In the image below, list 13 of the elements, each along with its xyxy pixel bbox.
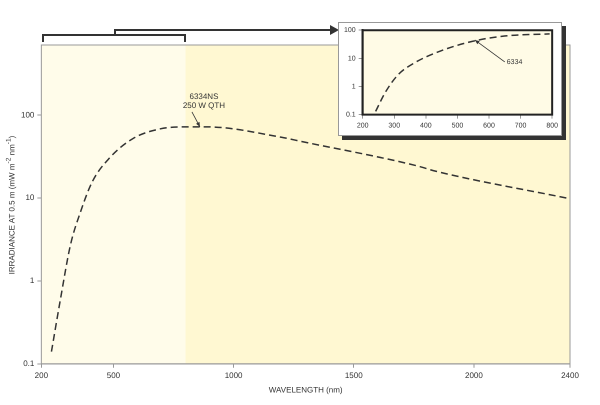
x-axis-title: WAVELENGTH (nm) [268, 385, 343, 394]
x-tick-label: 200 [34, 370, 49, 380]
x-tick-label: 500 [106, 370, 121, 380]
annotation: 6334NS 250 W QTH [182, 92, 226, 110]
y-tick-label: 0.1 [23, 359, 35, 368]
line-series [374, 33, 550, 112]
y-tick-label: 1 [30, 276, 35, 286]
y-tick-label: 10 [25, 193, 35, 202]
x-tick-label: 1000 [224, 370, 244, 380]
x-tick-label: 1500 [344, 370, 364, 380]
x-tick-label: 2400 [561, 370, 580, 380]
x-tick-label: 2000 [464, 370, 484, 380]
y-tick-label: 100 [20, 110, 35, 120]
